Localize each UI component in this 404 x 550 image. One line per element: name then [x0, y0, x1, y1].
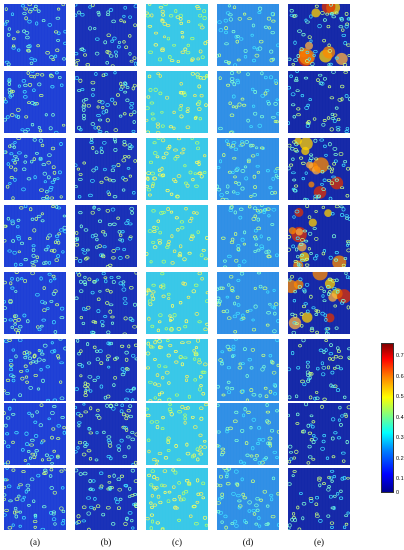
colorbar-tick: 0.3 — [396, 435, 404, 441]
heatmap-tile — [217, 138, 279, 200]
heatmap-tile — [4, 403, 66, 465]
heatmap-tile — [288, 205, 350, 267]
colorbar-tick: 0 — [396, 490, 400, 496]
colorbar-tick: 0.1 — [396, 476, 404, 482]
colorbar — [381, 343, 394, 493]
heatmap-tile — [146, 138, 208, 200]
heatmap-tile — [75, 71, 137, 133]
heatmap-tile — [4, 205, 66, 267]
column-label-b: (b) — [100, 537, 112, 547]
heatmap-tile — [146, 4, 208, 66]
heatmap-tile — [217, 339, 279, 401]
heatmap-tile — [288, 403, 350, 465]
heatmap-tile — [217, 272, 279, 334]
heatmap-tile — [288, 468, 350, 530]
heatmap-tile — [4, 71, 66, 133]
heatmap-tile — [146, 71, 208, 133]
heatmap-tile — [75, 339, 137, 401]
heatmap-tile — [4, 4, 66, 66]
column-label-e: (e) — [314, 537, 324, 547]
heatmap-tile — [4, 339, 66, 401]
heatmap-tile — [217, 4, 279, 66]
column-label-d: (d) — [242, 537, 254, 547]
colorbar-tick: 0.7 — [396, 353, 404, 359]
heatmap-tile — [75, 205, 137, 267]
heatmap-tile — [288, 71, 350, 133]
heatmap-tile — [4, 468, 66, 530]
heatmap-tile — [146, 272, 208, 334]
heatmap-tile — [288, 4, 350, 66]
heatmap-tile — [4, 272, 66, 334]
heatmap-tile — [75, 403, 137, 465]
heatmap-tile — [217, 403, 279, 465]
heatmap-tile — [146, 205, 208, 267]
heatmap-tile — [146, 403, 208, 465]
heatmap-tile — [217, 71, 279, 133]
heatmap-tile — [146, 339, 208, 401]
heatmap-tile — [75, 468, 137, 530]
heatmap-tile — [217, 468, 279, 530]
colorbar-tick: 0.4 — [396, 415, 404, 421]
heatmap-tile — [217, 205, 279, 267]
heatmap-tile — [288, 339, 350, 401]
heatmap-tile — [75, 138, 137, 200]
heatmap-tile — [75, 4, 137, 66]
heatmap-tile — [288, 138, 350, 200]
heatmap-tile — [75, 272, 137, 334]
heatmap-tile — [4, 138, 66, 200]
colorbar-tick: 0.2 — [396, 456, 404, 462]
colorbar-tick: 0.5 — [396, 394, 404, 400]
heatmap-tile — [146, 468, 208, 530]
column-label-a: (a) — [30, 537, 40, 547]
column-label-c: (c) — [172, 537, 182, 547]
colorbar-tick: 0.6 — [396, 374, 404, 380]
heatmap-tile — [288, 272, 350, 334]
